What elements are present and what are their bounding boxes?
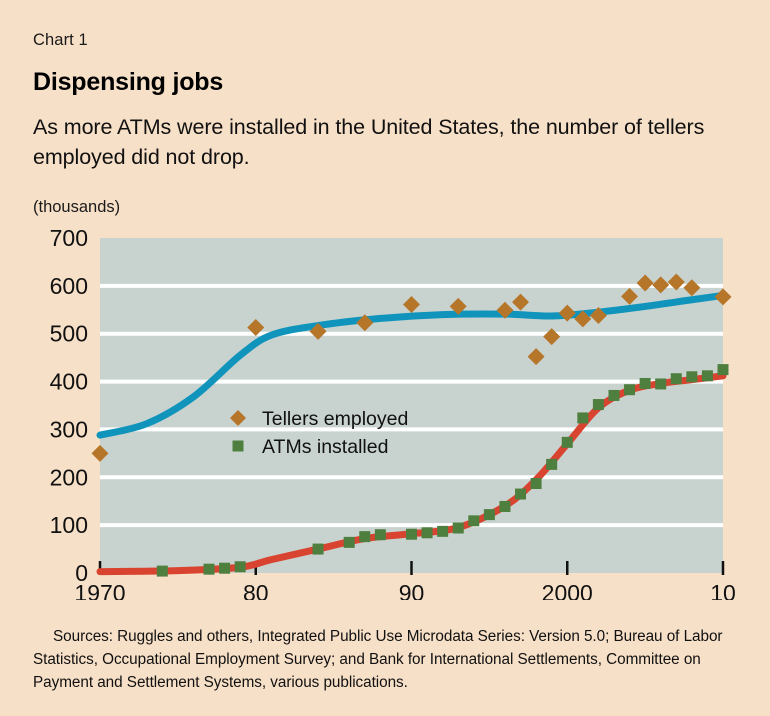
plot-area: 0 100 200 300 400 500 600 700 1970 80 90 2000 10 Te… <box>50 225 736 600</box>
atms-data-point <box>343 536 355 548</box>
atms-data-point <box>452 522 464 534</box>
legend-label: Tellers employed <box>262 408 408 430</box>
y-tick-label: 500 <box>50 321 88 347</box>
atms-data-point <box>530 478 542 490</box>
plot-background <box>100 238 723 573</box>
atms-data-point <box>437 525 449 537</box>
tellers-data-point <box>496 301 514 319</box>
tellers-data-point <box>543 328 561 346</box>
atms-data-point <box>624 384 636 396</box>
atms-data-point <box>219 562 231 574</box>
y-tick-label: 200 <box>50 464 88 490</box>
y-tick-label: 700 <box>50 225 88 251</box>
y-axis-units-label: (thousands) <box>33 198 121 216</box>
atms-data-point <box>717 364 729 376</box>
tellers-data-point <box>247 318 265 336</box>
y-tick-label: 400 <box>50 369 88 395</box>
atms-data-point <box>234 561 246 573</box>
tellers-trend-path <box>96 291 727 439</box>
tellers-data-point <box>91 444 109 462</box>
atms-data-point <box>483 509 495 521</box>
tellers-data-points <box>91 273 732 462</box>
tellers-data-point <box>667 273 685 291</box>
tellers-data-point <box>683 279 701 297</box>
atms-data-point <box>468 515 480 527</box>
atms-data-point <box>406 528 417 540</box>
tellers-data-point <box>449 297 467 315</box>
tellers-data-point <box>621 287 639 305</box>
tellers-data-point <box>558 304 576 322</box>
atms-data-point <box>577 412 589 424</box>
tellers-data-point <box>652 276 670 294</box>
y-tick-label: 100 <box>50 512 88 538</box>
legend-marker-atms <box>232 440 244 452</box>
tellers-data-point <box>356 314 374 332</box>
atms-data-point <box>561 436 573 448</box>
atms-data-point <box>312 543 324 555</box>
legend-label: ATMs installed <box>262 436 388 458</box>
atms-data-point <box>701 370 713 382</box>
atms-data-point <box>203 563 215 575</box>
tellers-data-point <box>636 274 654 292</box>
atms-data-point <box>686 371 698 383</box>
tellers-data-point <box>574 310 592 328</box>
x-tick-label: 2000 <box>542 580 593 600</box>
tellers-data-point <box>527 348 545 366</box>
atms-data-point <box>421 527 433 539</box>
tellers-data-point <box>512 293 530 311</box>
atms-data-point <box>639 377 651 389</box>
x-tick-label: 1970 <box>74 580 125 600</box>
chart-number-label: Chart 1 <box>33 31 88 49</box>
atms-data-point <box>546 458 558 470</box>
tellers-data-point <box>589 307 607 325</box>
tellers-trend-line <box>96 291 727 439</box>
atms-data-point <box>374 529 386 541</box>
chart-legend: Tellers employed ATMs installed <box>230 408 408 458</box>
atms-data-point <box>592 399 604 411</box>
tellers-data-point <box>309 322 327 340</box>
x-tick-label: 90 <box>399 580 425 600</box>
gridlines <box>100 283 723 528</box>
x-tick-label: 10 <box>710 580 736 600</box>
tellers-data-point <box>403 296 420 314</box>
atms-data-point <box>515 488 527 500</box>
atms-data-points <box>156 364 729 577</box>
x-axis-tick-labels: 1970 80 90 2000 10 <box>74 561 736 600</box>
legend-marker-tellers <box>230 410 246 426</box>
chart-subtitle: As more ATMs were installed in the Unite… <box>33 115 705 169</box>
atms-data-point <box>670 373 682 385</box>
chart-title: Dispensing jobs <box>33 68 224 96</box>
atms-data-point <box>359 531 371 543</box>
atms-data-point <box>156 565 168 577</box>
tellers-data-point <box>714 288 732 306</box>
x-tick-label: 80 <box>243 580 269 600</box>
y-tick-label: 0 <box>75 560 88 586</box>
atms-data-point <box>655 378 667 390</box>
y-tick-label: 600 <box>50 273 88 299</box>
atms-data-point <box>608 389 620 401</box>
y-axis-tick-labels: 0 100 200 300 400 500 600 700 <box>50 225 88 586</box>
atms-data-point <box>499 500 511 512</box>
source-note: Sources: Ruggles and others, Integrated … <box>33 628 723 691</box>
y-tick-label: 300 <box>50 416 88 442</box>
